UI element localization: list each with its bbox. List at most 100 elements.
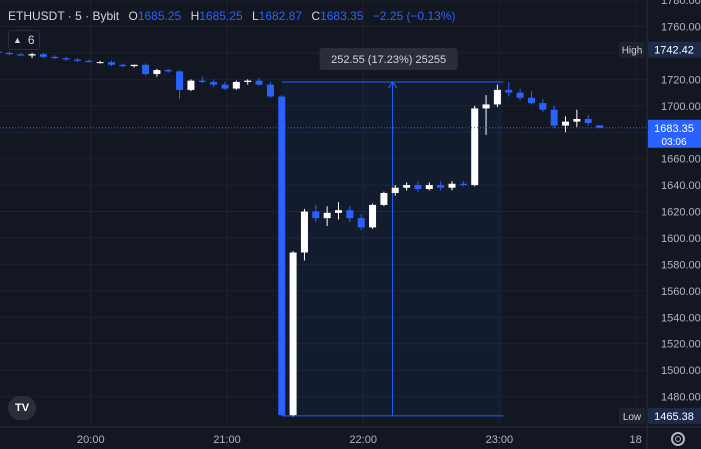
time-tick-label: 18 xyxy=(629,434,641,446)
price-tick-label: 1520.00 xyxy=(661,339,701,351)
legend-header: ETHUSDT · 5 · Bybit O1685.25 H1685.25 L1… xyxy=(8,9,456,23)
low-marker-label-box xyxy=(619,407,645,424)
close-label: C xyxy=(311,9,321,23)
price-range-measure[interactable]: 252.55 (17.23%) 25255 xyxy=(281,47,504,417)
high-marker-label: High xyxy=(622,46,643,57)
low-marker-value: 1465.38 xyxy=(654,411,694,423)
candle-body xyxy=(414,185,422,190)
candle-body xyxy=(119,64,127,67)
candle-body xyxy=(403,185,411,188)
low-marker-label: Low xyxy=(623,412,642,423)
candle-body xyxy=(164,70,172,72)
candle-body xyxy=(596,125,604,128)
candle-body xyxy=(153,70,161,75)
candle-body xyxy=(493,89,501,105)
measure-label: 252.55 (17.23%) 25255 xyxy=(331,54,446,66)
candle-body xyxy=(573,118,581,122)
price-tick-label: 1580.00 xyxy=(661,259,701,271)
low-value: 1682.87 xyxy=(258,9,303,23)
candle-body xyxy=(437,185,445,188)
countdown-value: 03:06 xyxy=(661,137,686,148)
high-value: 1685.25 xyxy=(199,9,243,23)
price-tick-label: 1700.00 xyxy=(661,101,701,113)
price-tick-label: 1620.00 xyxy=(661,207,701,219)
price-tick-label: 1500.00 xyxy=(661,365,701,377)
candle-body xyxy=(51,56,59,59)
change-value: −2.25 (−0.13%) xyxy=(372,9,456,23)
tradingview-logo[interactable]: TV xyxy=(8,396,36,420)
price-tick-label: 1560.00 xyxy=(661,286,701,298)
candle-body xyxy=(357,218,365,228)
price-tick-label: 1780.00 xyxy=(661,0,701,7)
candle-body xyxy=(312,211,320,219)
candle-body xyxy=(0,51,2,53)
candle-body xyxy=(232,81,240,89)
price-tick-label: 1540.00 xyxy=(661,312,701,324)
high-label: H xyxy=(190,9,200,23)
candle-body xyxy=(130,64,138,67)
indicators-toggle-button[interactable]: ▲ 6 xyxy=(8,30,40,50)
time-tick-label: 23:00 xyxy=(486,434,514,446)
candle-body xyxy=(28,54,36,56)
close-value: 1683.35 xyxy=(320,9,364,23)
candles xyxy=(0,51,604,417)
price-tick-label: 1760.00 xyxy=(661,21,701,33)
candle-body xyxy=(391,187,399,194)
candle-body xyxy=(142,64,150,75)
price-tick-label: 1720.00 xyxy=(661,74,701,86)
last-price-tag: 1683.35 03:06 xyxy=(648,119,701,148)
candle-body xyxy=(562,121,569,126)
candle-body xyxy=(210,81,218,85)
chevron-up-icon: ▲ xyxy=(13,35,22,45)
candle-body xyxy=(289,252,297,416)
candle-body xyxy=(448,183,456,188)
candle-body xyxy=(85,60,93,63)
candle-body xyxy=(300,211,308,253)
candle-body xyxy=(369,204,377,228)
candle-body xyxy=(187,80,195,90)
last-price-value: 1683.35 xyxy=(654,123,694,135)
candle-body xyxy=(380,193,388,205)
low-label: L xyxy=(251,9,259,23)
candle-body xyxy=(5,52,13,55)
low-marker-value-box xyxy=(648,407,701,424)
last-price-box xyxy=(648,119,701,148)
candle-body xyxy=(323,212,331,219)
gear-icon[interactable] xyxy=(671,432,685,446)
time-tick-label: 22:00 xyxy=(349,434,377,446)
high-marker: High 1742.42 xyxy=(619,41,701,58)
candle-body xyxy=(244,80,252,82)
candle-body xyxy=(96,62,104,64)
time-axis-labels: 20:00 21:00 22:00 23:00 18 xyxy=(77,434,642,446)
indicator-count: 6 xyxy=(27,33,35,47)
open-label: O xyxy=(128,9,138,23)
high-marker-value: 1742.42 xyxy=(654,45,694,57)
low-marker: Low 1465.38 xyxy=(619,407,701,424)
candle-body xyxy=(278,96,286,416)
price-axis-labels: 1480.00 1500.00 1520.00 1540.00 1560.00 1580.… xyxy=(661,0,701,404)
price-tick-label: 1600.00 xyxy=(661,233,701,245)
candle-body xyxy=(176,71,184,90)
candle-body xyxy=(471,108,479,186)
high-marker-label-box xyxy=(619,41,645,58)
price-tick-label: 1640.00 xyxy=(661,180,701,192)
candle-body xyxy=(516,92,524,98)
candle-body xyxy=(459,183,467,186)
candle-body xyxy=(539,103,547,110)
candle-body xyxy=(527,97,535,104)
price-tick-label: 1660.00 xyxy=(661,154,701,166)
price-tick-label: 1480.00 xyxy=(661,392,701,404)
symbol-title: ETHUSDT · 5 · Bybit xyxy=(8,9,120,23)
candle-body xyxy=(425,185,433,190)
high-marker-value-box xyxy=(648,41,701,58)
measure-label-box xyxy=(319,47,458,70)
candle-body xyxy=(198,80,206,82)
time-tick-label: 20:00 xyxy=(77,434,105,446)
candle-body xyxy=(505,89,513,93)
candle-body xyxy=(39,54,47,57)
candle-body xyxy=(550,109,558,126)
candle-body xyxy=(266,84,274,97)
candle-body xyxy=(73,59,81,61)
arrow-up-icon xyxy=(388,81,397,89)
